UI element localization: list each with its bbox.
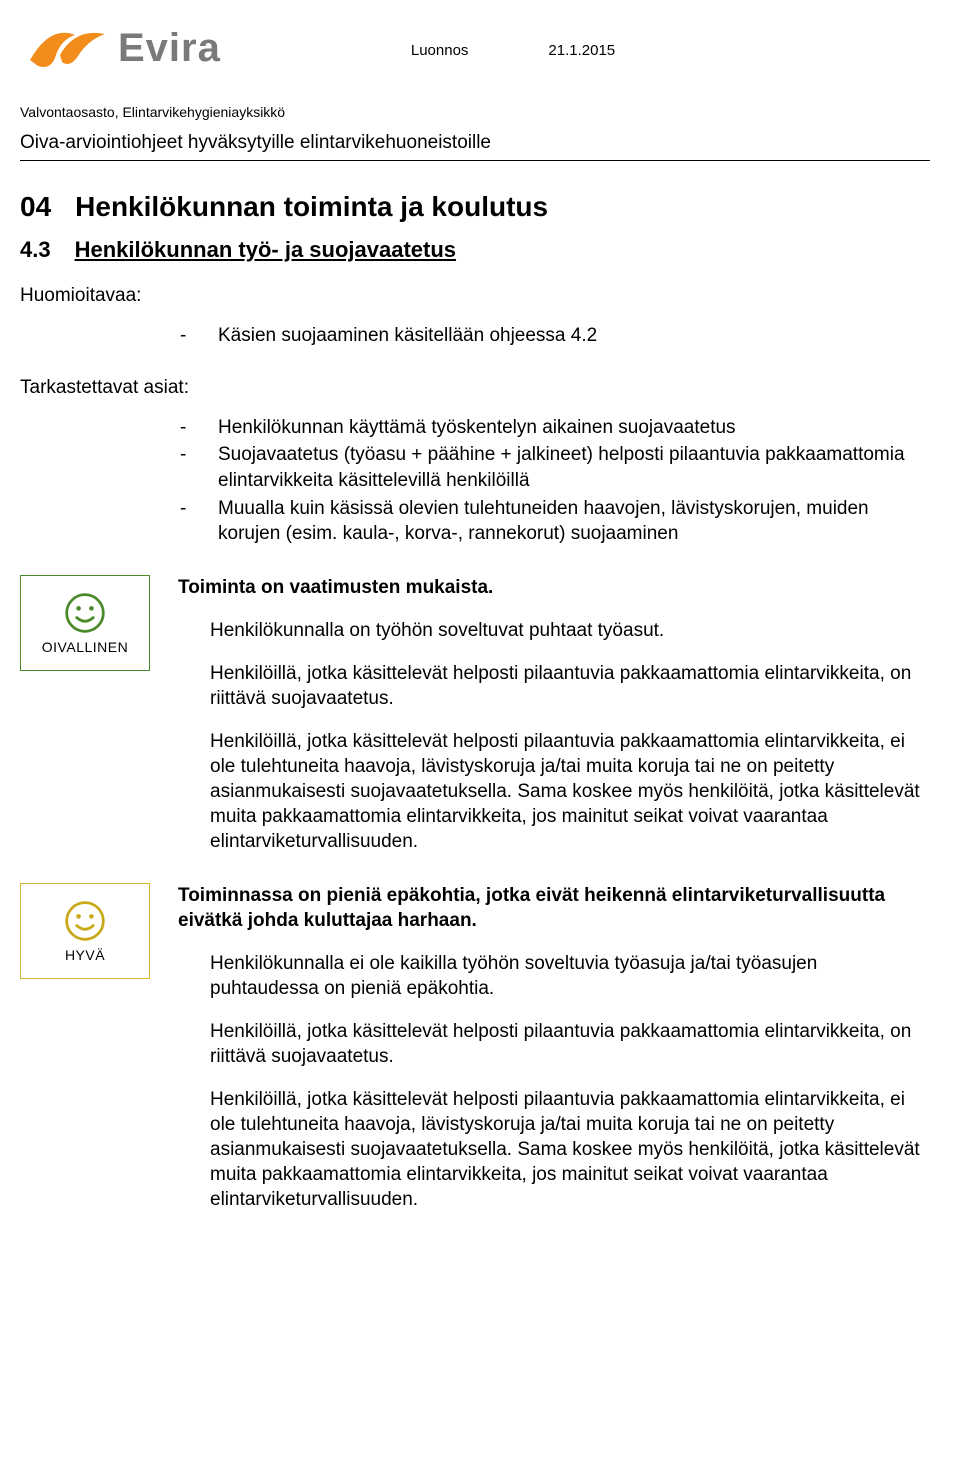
notes-list: -Käsien suojaaminen käsitellään ohjeessa…	[180, 323, 930, 349]
rating-paragraph: Henkilöillä, jotka käsittelevät helposti…	[178, 661, 930, 711]
header-date: 21.1.2015	[548, 42, 615, 59]
rating-paragraph: Henkilökunnalla on työhön soveltuvat puh…	[178, 618, 930, 643]
rating-box: OIVALLINEN	[20, 575, 150, 671]
rating-paragraph: Henkilöillä, jotka käsittelevät helposti…	[178, 729, 930, 854]
section-heading: 04 Henkilökunnan toiminta ja koulutus	[20, 191, 930, 223]
page-header: Evira Luonnos 21.1.2015	[20, 20, 930, 76]
logo-text: Evira	[118, 26, 221, 71]
list-item: -Henkilökunnan käyttämä työskentelyn aik…	[180, 415, 930, 441]
dash-icon: -	[180, 496, 194, 547]
list-item-text: Muualla kuin käsissä olevien tulehtuneid…	[218, 496, 930, 547]
check-list: -Henkilökunnan käyttämä työskentelyn aik…	[180, 415, 930, 547]
subsection-title: Henkilökunnan työ- ja suojavaatetus	[75, 237, 456, 263]
list-item: -Suojavaatetus (työasu + päähine + jalki…	[180, 442, 930, 493]
rating-paragraph: Henkilöillä, jotka käsittelevät helposti…	[178, 1087, 930, 1212]
smiley-icon	[63, 591, 107, 635]
rating-paragraph: Henkilöillä, jotka käsittelevät helposti…	[178, 1019, 930, 1069]
rating-label: OIVALLINEN	[42, 639, 128, 655]
section-title: Henkilökunnan toiminta ja koulutus	[75, 191, 548, 223]
list-item-text: Suojavaatetus (työasu + päähine + jalkin…	[218, 442, 930, 493]
document-title: Oiva-arviointiohjeet hyväksytyille elint…	[20, 132, 930, 161]
section-number: 04	[20, 191, 51, 223]
department-line: Valvontaosasto, Elintarvikehygieniayksik…	[20, 104, 930, 120]
rating-icon-column: HYVÄ	[20, 883, 150, 1231]
dash-icon: -	[180, 323, 194, 349]
logo: Evira	[20, 20, 221, 76]
ratings-container: OIVALLINEN Toiminta on vaatimusten mukais…	[20, 575, 930, 1231]
subsection-heading: 4.3 Henkilökunnan työ- ja suojavaatetus	[20, 237, 930, 263]
notes-label: Huomioitavaa:	[20, 285, 930, 307]
rating-label: HYVÄ	[65, 947, 105, 963]
header-meta: Luonnos 21.1.2015	[411, 20, 615, 59]
list-item-text: Käsien suojaaminen käsitellään ohjeessa …	[218, 323, 597, 349]
dash-icon: -	[180, 415, 194, 441]
rating-box: HYVÄ	[20, 883, 150, 979]
subsection-number: 4.3	[20, 237, 51, 263]
smiley-icon	[63, 899, 107, 943]
rating-block: HYVÄ Toiminnassa on pieniä epäkohtia, jot…	[20, 883, 930, 1231]
rating-content: Toiminta on vaatimusten mukaista. Henkilö…	[178, 575, 930, 873]
rating-icon-column: OIVALLINEN	[20, 575, 150, 873]
dash-icon: -	[180, 442, 194, 493]
check-label: Tarkastettavat asiat:	[20, 377, 930, 399]
list-item: -Käsien suojaaminen käsitellään ohjeessa…	[180, 323, 930, 349]
list-item: -Muualla kuin käsissä olevien tulehtunei…	[180, 496, 930, 547]
rating-lead: Toiminta on vaatimusten mukaista.	[178, 575, 930, 600]
evira-logo-icon	[20, 20, 110, 76]
list-item-text: Henkilökunnan käyttämä työskentelyn aika…	[218, 415, 736, 441]
rating-block: OIVALLINEN Toiminta on vaatimusten mukais…	[20, 575, 930, 873]
rating-content: Toiminnassa on pieniä epäkohtia, jotka e…	[178, 883, 930, 1231]
rating-paragraph: Henkilökunnalla ei ole kaikilla työhön s…	[178, 951, 930, 1001]
rating-lead: Toiminnassa on pieniä epäkohtia, jotka e…	[178, 883, 930, 933]
draft-label: Luonnos	[411, 42, 469, 59]
